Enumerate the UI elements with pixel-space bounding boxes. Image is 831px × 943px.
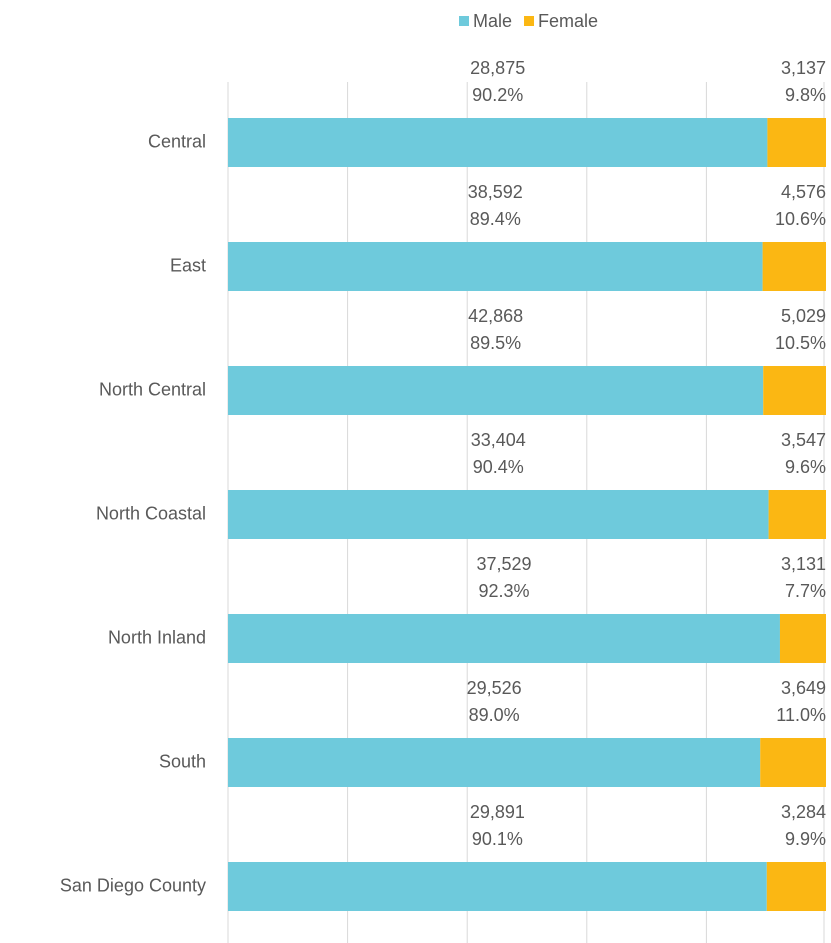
legend-swatch: [524, 16, 535, 26]
y-tick-label: North Central: [99, 379, 206, 399]
count-label: 29,526: [467, 678, 522, 698]
bar-segment: [766, 862, 826, 911]
bar-segment: [760, 738, 826, 787]
bar-segment: [228, 738, 761, 787]
count-label: 3,284: [781, 802, 826, 822]
count-label: 28,875: [470, 58, 525, 78]
count-label: 3,547: [781, 430, 826, 450]
bar-segment: [779, 614, 826, 663]
count-label: 38,592: [468, 182, 523, 202]
bar-segment: [228, 490, 769, 539]
bar-segment: [228, 862, 767, 911]
bar-segment: [762, 242, 826, 291]
y-tick-label: San Diego County: [60, 875, 206, 895]
y-tick-label: Central: [148, 131, 206, 151]
y-tick-label: North Coastal: [96, 503, 206, 523]
y-tick-label: North Inland: [108, 627, 206, 647]
count-label: 5,029: [781, 306, 826, 326]
bar-segment: [228, 614, 780, 663]
bar-segment: [767, 118, 826, 167]
legend-swatch: [459, 16, 469, 26]
data-label: 10.5%: [775, 333, 826, 353]
count-label: 42,868: [468, 306, 523, 326]
data-label: 90.1%: [472, 829, 523, 849]
data-label: 92.3%: [478, 581, 529, 601]
legend-label: Female: [538, 11, 598, 31]
count-label: 29,891: [470, 802, 525, 822]
data-label: 10.6%: [775, 209, 826, 229]
count-label: 37,529: [476, 554, 531, 574]
bar-segment: [763, 366, 826, 415]
y-tick-label: South: [159, 751, 206, 771]
data-label: 89.5%: [470, 333, 521, 353]
count-label: 3,137: [781, 58, 826, 78]
y-tick-label: East: [170, 255, 206, 275]
count-label: 4,576: [781, 182, 826, 202]
count-label: 33,404: [471, 430, 526, 450]
count-label: 3,649: [781, 678, 826, 698]
bar-segment: [228, 366, 764, 415]
data-label: 11.0%: [776, 705, 826, 725]
data-label: 90.4%: [473, 457, 524, 477]
bar-segment: [768, 490, 826, 539]
bar-segment: [228, 242, 763, 291]
data-label: 89.0%: [469, 705, 520, 725]
legend-label: Male: [473, 11, 512, 31]
data-label: 9.9%: [785, 829, 826, 849]
data-label: 90.2%: [472, 85, 523, 105]
bar-segment: [228, 118, 768, 167]
data-label: 89.4%: [470, 209, 521, 229]
count-label: 3,131: [781, 554, 826, 574]
data-label: 9.6%: [785, 457, 826, 477]
data-label: 7.7%: [785, 581, 826, 601]
data-label: 9.8%: [785, 85, 826, 105]
